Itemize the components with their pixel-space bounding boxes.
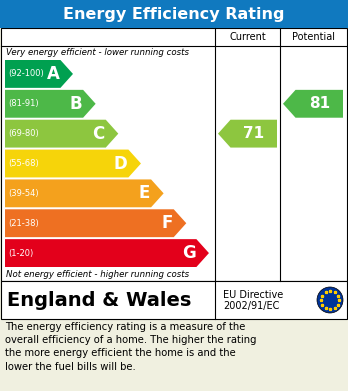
Text: E: E <box>139 185 150 203</box>
Bar <box>1 28 347 281</box>
Polygon shape <box>5 120 118 147</box>
Text: Not energy efficient - higher running costs: Not energy efficient - higher running co… <box>6 270 189 279</box>
Text: B: B <box>70 95 82 113</box>
Text: 2002/91/EC: 2002/91/EC <box>223 301 279 311</box>
Text: D: D <box>114 154 127 172</box>
Text: (39-54): (39-54) <box>8 189 39 198</box>
Text: (21-38): (21-38) <box>8 219 39 228</box>
Text: A: A <box>47 65 60 83</box>
Text: Potential: Potential <box>292 32 335 42</box>
Bar <box>1 281 347 319</box>
Polygon shape <box>5 150 141 178</box>
Polygon shape <box>5 90 96 118</box>
Bar <box>0 0 348 28</box>
Text: C: C <box>93 125 105 143</box>
Polygon shape <box>5 60 73 88</box>
Polygon shape <box>5 209 186 237</box>
Polygon shape <box>218 120 277 147</box>
Text: (81-91): (81-91) <box>8 99 39 108</box>
Polygon shape <box>5 179 164 207</box>
Text: 71: 71 <box>243 126 264 141</box>
Text: (69-80): (69-80) <box>8 129 39 138</box>
Text: (92-100): (92-100) <box>8 70 44 79</box>
Text: England & Wales: England & Wales <box>7 291 191 310</box>
Circle shape <box>317 287 343 313</box>
Text: Energy Efficiency Rating: Energy Efficiency Rating <box>63 7 285 22</box>
Text: EU Directive: EU Directive <box>223 290 283 300</box>
Text: (1-20): (1-20) <box>8 249 33 258</box>
Text: 81: 81 <box>309 96 330 111</box>
Text: F: F <box>161 214 173 232</box>
Polygon shape <box>5 239 209 267</box>
Polygon shape <box>283 90 343 118</box>
Text: Very energy efficient - lower running costs: Very energy efficient - lower running co… <box>6 48 189 57</box>
Text: (55-68): (55-68) <box>8 159 39 168</box>
Text: The energy efficiency rating is a measure of the
overall efficiency of a home. T: The energy efficiency rating is a measur… <box>5 322 256 371</box>
Text: Current: Current <box>229 32 266 42</box>
Text: G: G <box>182 244 196 262</box>
